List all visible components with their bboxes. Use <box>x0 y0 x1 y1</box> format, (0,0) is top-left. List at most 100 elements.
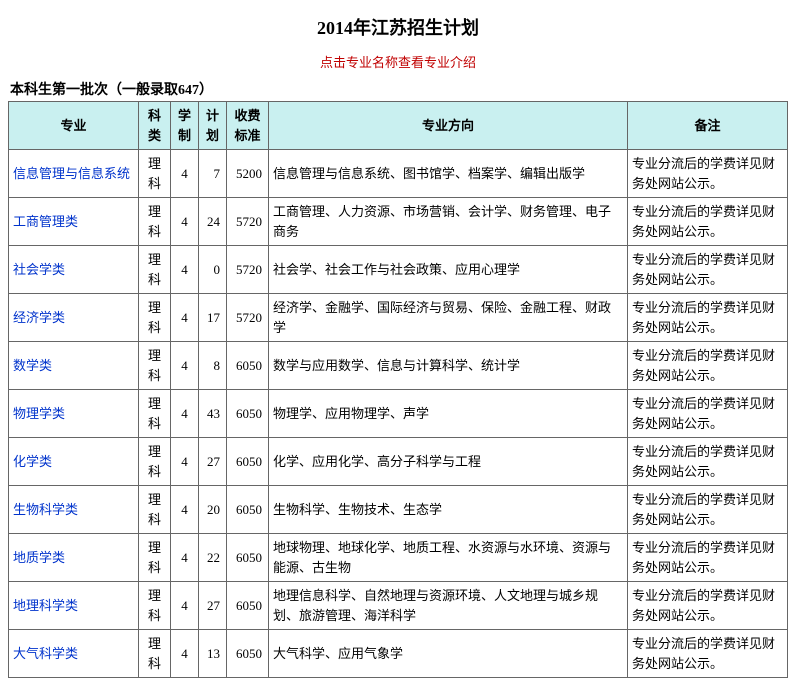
col-major: 专业 <box>9 102 139 150</box>
cell-direction: 经济学、金融学、国际经济与贸易、保险、金融工程、财政学 <box>269 294 628 342</box>
cell-kelei: 理科 <box>139 150 171 198</box>
cell-xuezhi: 4 <box>171 486 199 534</box>
cell-xuezhi: 4 <box>171 294 199 342</box>
cell-xuezhi: 4 <box>171 198 199 246</box>
cell-note: 专业分流后的学费详见财务处网站公示。 <box>628 534 788 582</box>
cell-fee: 6050 <box>227 486 269 534</box>
cell-xuezhi: 4 <box>171 246 199 294</box>
cell-jihua: 8 <box>199 342 227 390</box>
cell-direction: 大气科学、应用气象学 <box>269 630 628 678</box>
cell-xuezhi: 4 <box>171 390 199 438</box>
cell-direction: 社会学、社会工作与社会政策、应用心理学 <box>269 246 628 294</box>
cell-fee: 5720 <box>227 246 269 294</box>
cell-kelei: 理科 <box>139 582 171 630</box>
cell-note: 专业分流后的学费详见财务处网站公示。 <box>628 390 788 438</box>
cell-direction: 地球物理、地球化学、地质工程、水资源与水环境、资源与能源、古生物 <box>269 534 628 582</box>
cell-jihua: 22 <box>199 534 227 582</box>
col-fee: 收费标准 <box>227 102 269 150</box>
cell-kelei: 理科 <box>139 630 171 678</box>
table-row: 地质学类 理科4226050地球物理、地球化学、地质工程、水资源与水环境、资源与能… <box>9 534 788 582</box>
major-link[interactable]: 生物科学类 <box>13 502 78 517</box>
cell-jihua: 7 <box>199 150 227 198</box>
table-row: 经济学类 理科4175720经济学、金融学、国际经济与贸易、保险、金融工程、财政学… <box>9 294 788 342</box>
cell-note: 专业分流后的学费详见财务处网站公示。 <box>628 150 788 198</box>
cell-note: 专业分流后的学费详见财务处网站公示。 <box>628 438 788 486</box>
cell-jihua: 24 <box>199 198 227 246</box>
col-direction: 专业方向 <box>269 102 628 150</box>
cell-jihua: 43 <box>199 390 227 438</box>
cell-fee: 6050 <box>227 438 269 486</box>
cell-kelei: 理科 <box>139 486 171 534</box>
cell-kelei: 理科 <box>139 390 171 438</box>
cell-kelei: 理科 <box>139 342 171 390</box>
col-kelei: 科类 <box>139 102 171 150</box>
cell-fee: 6050 <box>227 534 269 582</box>
table-row: 地理科学类 理科4276050地理信息科学、自然地理与资源环境、人文地理与城乡规划… <box>9 582 788 630</box>
cell-fee: 5720 <box>227 294 269 342</box>
cell-direction: 工商管理、人力资源、市场营销、会计学、财务管理、电子商务 <box>269 198 628 246</box>
major-link[interactable]: 化学类 <box>13 454 52 469</box>
cell-xuezhi: 4 <box>171 582 199 630</box>
cell-kelei: 理科 <box>139 294 171 342</box>
cell-fee: 5720 <box>227 198 269 246</box>
cell-note: 专业分流后的学费详见财务处网站公示。 <box>628 198 788 246</box>
cell-direction: 物理学、应用物理学、声学 <box>269 390 628 438</box>
cell-kelei: 理科 <box>139 246 171 294</box>
cell-jihua: 27 <box>199 438 227 486</box>
table-header-row: 专业 科类 学制 计划 收费标准 专业方向 备注 <box>9 102 788 150</box>
cell-jihua: 0 <box>199 246 227 294</box>
cell-kelei: 理科 <box>139 438 171 486</box>
cell-fee: 6050 <box>227 630 269 678</box>
table-row: 物理学类 理科4436050物理学、应用物理学、声学专业分流后的学费详见财务处网站… <box>9 390 788 438</box>
cell-fee: 6050 <box>227 582 269 630</box>
cell-direction: 信息管理与信息系统、图书馆学、档案学、编辑出版学 <box>269 150 628 198</box>
cell-direction: 地理信息科学、自然地理与资源环境、人文地理与城乡规划、旅游管理、海洋科学 <box>269 582 628 630</box>
cell-fee: 6050 <box>227 390 269 438</box>
cell-fee: 5200 <box>227 150 269 198</box>
table-row: 社会学类 理科405720社会学、社会工作与社会政策、应用心理学专业分流后的学费详… <box>9 246 788 294</box>
cell-direction: 化学、应用化学、高分子科学与工程 <box>269 438 628 486</box>
cell-note: 专业分流后的学费详见财务处网站公示。 <box>628 486 788 534</box>
cell-jihua: 17 <box>199 294 227 342</box>
major-link[interactable]: 地质学类 <box>13 550 65 565</box>
cell-kelei: 理科 <box>139 198 171 246</box>
cell-direction: 生物科学、生物技术、生态学 <box>269 486 628 534</box>
major-link[interactable]: 大气科学类 <box>13 646 78 661</box>
cell-note: 专业分流后的学费详见财务处网站公示。 <box>628 630 788 678</box>
admissions-table: 专业 科类 学制 计划 收费标准 专业方向 备注 信息管理与信息系统理科4752… <box>8 101 788 678</box>
major-link[interactable]: 数学类 <box>13 358 52 373</box>
cell-xuezhi: 4 <box>171 630 199 678</box>
table-row: 信息管理与信息系统理科475200信息管理与信息系统、图书馆学、档案学、编辑出版… <box>9 150 788 198</box>
cell-jihua: 27 <box>199 582 227 630</box>
cell-xuezhi: 4 <box>171 150 199 198</box>
table-row: 化学类 理科4276050化学、应用化学、高分子科学与工程专业分流后的学费详见财务… <box>9 438 788 486</box>
major-link[interactable]: 经济学类 <box>13 310 65 325</box>
cell-xuezhi: 4 <box>171 342 199 390</box>
cell-note: 专业分流后的学费详见财务处网站公示。 <box>628 294 788 342</box>
major-link[interactable]: 工商管理类 <box>13 214 78 229</box>
major-link[interactable]: 信息管理与信息系统 <box>13 166 130 181</box>
cell-jihua: 20 <box>199 486 227 534</box>
table-row: 生物科学类 理科4206050生物科学、生物技术、生态学专业分流后的学费详见财务处… <box>9 486 788 534</box>
major-link[interactable]: 地理科学类 <box>13 598 78 613</box>
cell-note: 专业分流后的学费详见财务处网站公示。 <box>628 246 788 294</box>
cell-fee: 6050 <box>227 342 269 390</box>
batch-label: 本科生第一批次（一般录取647） <box>10 79 788 99</box>
cell-xuezhi: 4 <box>171 438 199 486</box>
cell-jihua: 13 <box>199 630 227 678</box>
cell-direction: 数学与应用数学、信息与计算科学、统计学 <box>269 342 628 390</box>
table-row: 数学类 理科486050数学与应用数学、信息与计算科学、统计学专业分流后的学费详见… <box>9 342 788 390</box>
table-row: 大气科学类 理科4136050大气科学、应用气象学专业分流后的学费详见财务处网站公… <box>9 630 788 678</box>
col-note: 备注 <box>628 102 788 150</box>
cell-note: 专业分流后的学费详见财务处网站公示。 <box>628 582 788 630</box>
col-jihua: 计划 <box>199 102 227 150</box>
col-xuezhi: 学制 <box>171 102 199 150</box>
page-title: 2014年江苏招生计划 <box>8 14 788 40</box>
cell-xuezhi: 4 <box>171 534 199 582</box>
major-link[interactable]: 物理学类 <box>13 406 65 421</box>
table-row: 工商管理类 理科4245720工商管理、人力资源、市场营销、会计学、财务管理、电子… <box>9 198 788 246</box>
subtitle-hint: 点击专业名称查看专业介绍 <box>8 52 788 71</box>
cell-kelei: 理科 <box>139 534 171 582</box>
cell-note: 专业分流后的学费详见财务处网站公示。 <box>628 342 788 390</box>
major-link[interactable]: 社会学类 <box>13 262 65 277</box>
